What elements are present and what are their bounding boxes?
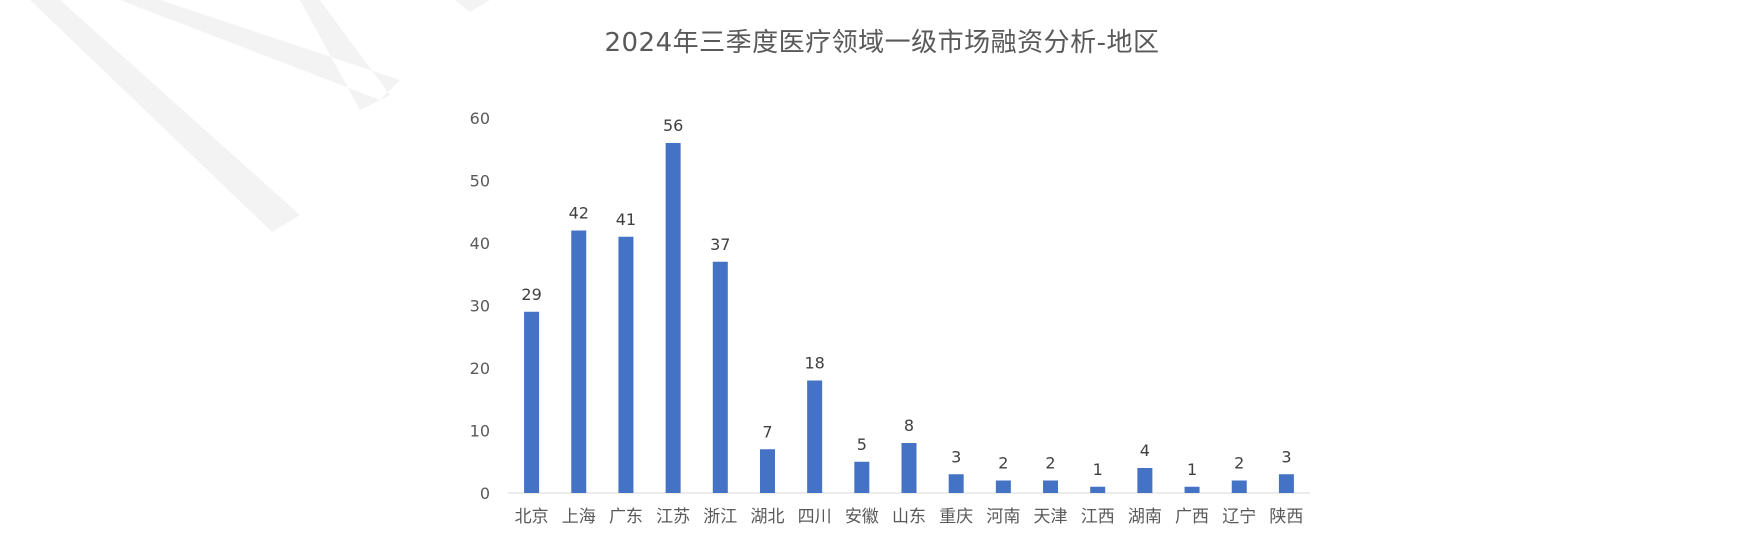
x-category-label: 浙江 [703,507,737,527]
data-label: 56 [663,116,683,135]
y-tick-label: 50 [470,172,490,191]
data-label: 1 [1093,460,1103,479]
bar [571,230,587,493]
x-category-label: 广西 [1175,507,1209,527]
bar [665,143,681,493]
data-label: 3 [1281,447,1291,466]
x-category-label: 河南 [986,507,1020,527]
bar [712,261,728,493]
data-label: 18 [804,354,824,373]
x-category-label: 辽宁 [1222,507,1256,527]
data-label: 2 [1234,454,1244,473]
bar [995,480,1011,493]
data-label: 37 [710,235,730,254]
bar [1184,486,1200,493]
data-label: 5 [857,435,867,454]
bar [618,236,634,493]
bar [1137,468,1153,493]
bar [1278,474,1294,493]
y-tick-label: 60 [470,109,490,128]
y-tick-label: 10 [470,422,490,441]
data-label: 7 [762,422,772,441]
x-category-label: 上海 [562,507,596,527]
data-label: 42 [569,204,589,223]
bar [901,443,917,493]
data-label: 3 [951,447,961,466]
bar [759,449,775,493]
x-category-label: 湖北 [750,507,784,527]
x-category-label: 天津 [1034,507,1068,527]
chart-title: 2024年三季度医疗领域一级市场融资分析-地区 [604,28,1160,58]
x-category-label: 重庆 [939,507,973,527]
y-tick-label: 40 [470,234,490,253]
x-category-label: 安徽 [845,507,879,527]
x-category-label: 山东 [892,507,926,527]
bar [948,474,964,493]
x-category-label: 广东 [609,507,643,527]
x-category-label: 江苏 [656,507,690,527]
bar [854,461,870,493]
data-label: 8 [904,416,914,435]
x-category-label: 陕西 [1269,507,1303,527]
x-category-label: 江西 [1081,507,1115,527]
data-label: 1 [1187,460,1197,479]
watermark-stroke [30,0,490,232]
x-category-label: 北京 [515,507,549,527]
x-category-label: 四川 [798,507,832,527]
data-label: 2 [1045,454,1055,473]
bar [1090,486,1106,493]
y-tick-label: 20 [470,359,490,378]
x-category-label: 湖南 [1128,507,1162,527]
y-tick-label: 0 [480,484,490,503]
bar [1043,480,1059,493]
data-label: 2 [998,454,1008,473]
y-tick-label: 30 [470,297,490,316]
data-label: 41 [616,210,636,229]
bar [1231,480,1247,493]
data-label: 29 [521,285,541,304]
bar [807,380,823,493]
bar [524,311,540,493]
data-label: 4 [1140,441,1150,460]
